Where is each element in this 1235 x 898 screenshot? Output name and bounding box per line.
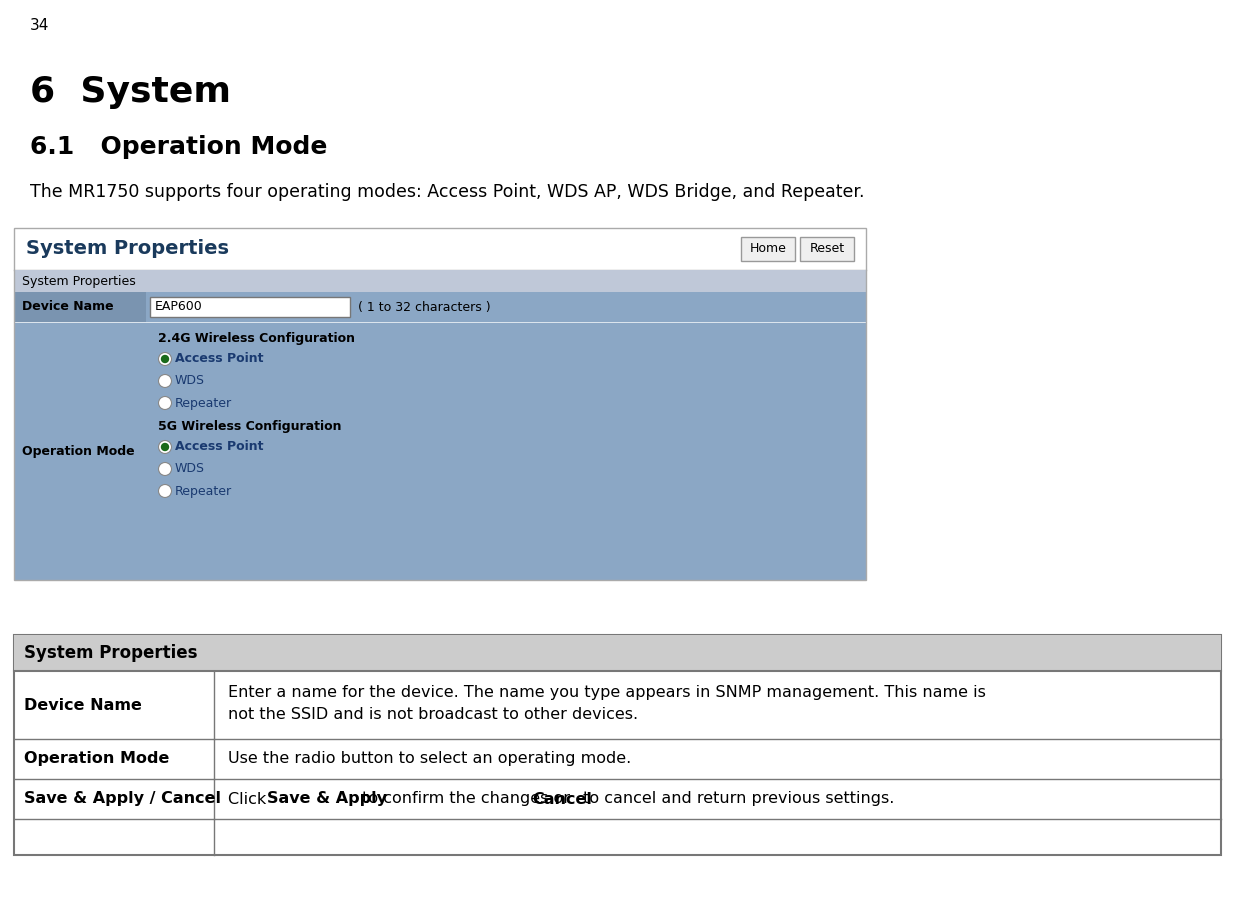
Bar xyxy=(149,297,350,317)
Text: Cancel: Cancel xyxy=(532,791,593,806)
Text: Operation Mode: Operation Mode xyxy=(23,752,169,767)
Circle shape xyxy=(158,374,172,388)
Text: Repeater: Repeater xyxy=(175,397,232,409)
Bar xyxy=(741,237,795,261)
Bar xyxy=(14,635,1221,671)
Bar xyxy=(14,292,146,322)
Text: Operation Mode: Operation Mode xyxy=(22,445,135,457)
Text: Repeater: Repeater xyxy=(175,485,232,497)
Circle shape xyxy=(158,485,172,497)
Text: Access Point: Access Point xyxy=(175,353,263,365)
Circle shape xyxy=(158,353,172,365)
Bar xyxy=(14,228,866,580)
Text: Save & Apply: Save & Apply xyxy=(267,791,387,806)
Text: System Properties: System Properties xyxy=(26,240,228,259)
Bar xyxy=(14,635,1221,855)
Text: 5G Wireless Configuration: 5G Wireless Configuration xyxy=(158,420,342,433)
Bar xyxy=(146,292,866,322)
Text: 6.1   Operation Mode: 6.1 Operation Mode xyxy=(30,135,327,159)
Bar xyxy=(14,270,866,580)
Text: to confirm the changes or: to confirm the changes or xyxy=(357,791,576,806)
Circle shape xyxy=(158,462,172,476)
Text: Access Point: Access Point xyxy=(175,441,263,453)
Text: Use the radio button to select an operating mode.: Use the radio button to select an operat… xyxy=(228,752,631,767)
Text: System Properties: System Properties xyxy=(23,644,198,662)
Text: Reset: Reset xyxy=(809,242,845,256)
Text: Click: Click xyxy=(228,791,272,806)
Text: Device Name: Device Name xyxy=(22,301,114,313)
Circle shape xyxy=(162,356,168,363)
Text: WDS: WDS xyxy=(175,462,205,476)
Text: Save & Apply / Cancel: Save & Apply / Cancel xyxy=(23,791,221,806)
Text: 2.4G Wireless Configuration: 2.4G Wireless Configuration xyxy=(158,332,354,345)
Text: System Properties: System Properties xyxy=(22,275,136,287)
Text: WDS: WDS xyxy=(175,374,205,388)
Text: Device Name: Device Name xyxy=(23,698,142,712)
Circle shape xyxy=(158,397,172,409)
Text: The MR1750 supports four operating modes: Access Point, WDS AP, WDS Bridge, and : The MR1750 supports four operating modes… xyxy=(30,183,864,201)
Bar xyxy=(14,322,146,580)
Text: 6  System: 6 System xyxy=(30,75,231,109)
Bar xyxy=(14,270,866,292)
Text: Home: Home xyxy=(750,242,787,256)
Circle shape xyxy=(158,441,172,453)
Text: EAP600: EAP600 xyxy=(156,301,203,313)
Bar xyxy=(800,237,853,261)
Text: ( 1 to 32 characters ): ( 1 to 32 characters ) xyxy=(358,301,490,313)
Text: not the SSID and is not broadcast to other devices.: not the SSID and is not broadcast to oth… xyxy=(228,707,638,722)
Text: 34: 34 xyxy=(30,18,49,33)
Circle shape xyxy=(162,444,168,451)
Text: to cancel and return previous settings.: to cancel and return previous settings. xyxy=(578,791,894,806)
Bar xyxy=(14,228,866,580)
Text: Enter a name for the device. The name you type appears in SNMP management. This : Enter a name for the device. The name yo… xyxy=(228,685,986,700)
Bar xyxy=(146,322,866,580)
